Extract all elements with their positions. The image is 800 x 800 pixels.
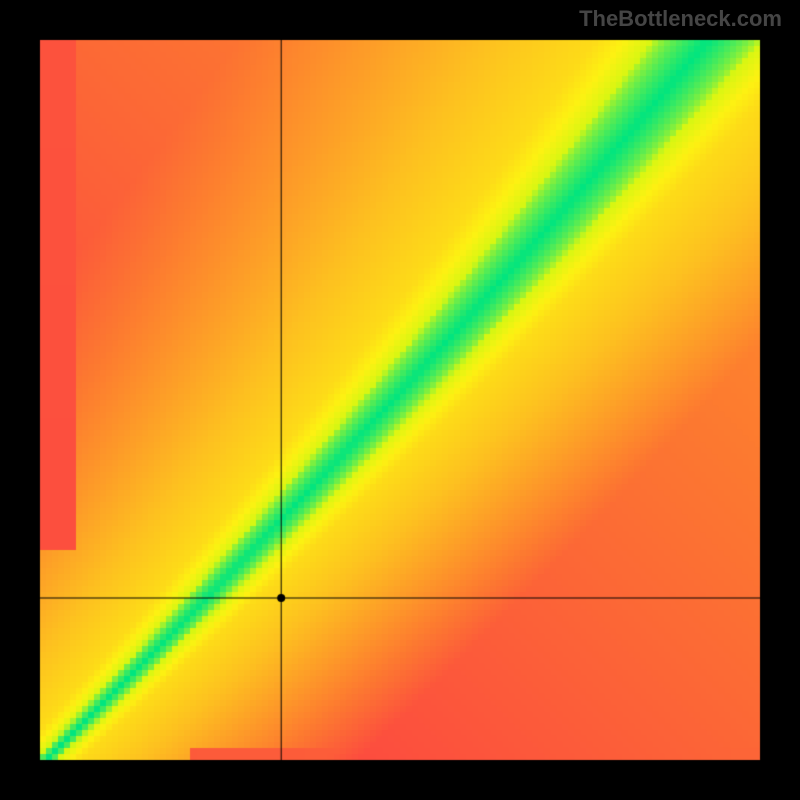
heatmap-canvas — [0, 0, 800, 800]
chart-container: TheBottleneck.com — [0, 0, 800, 800]
watermark-text: TheBottleneck.com — [579, 6, 782, 32]
